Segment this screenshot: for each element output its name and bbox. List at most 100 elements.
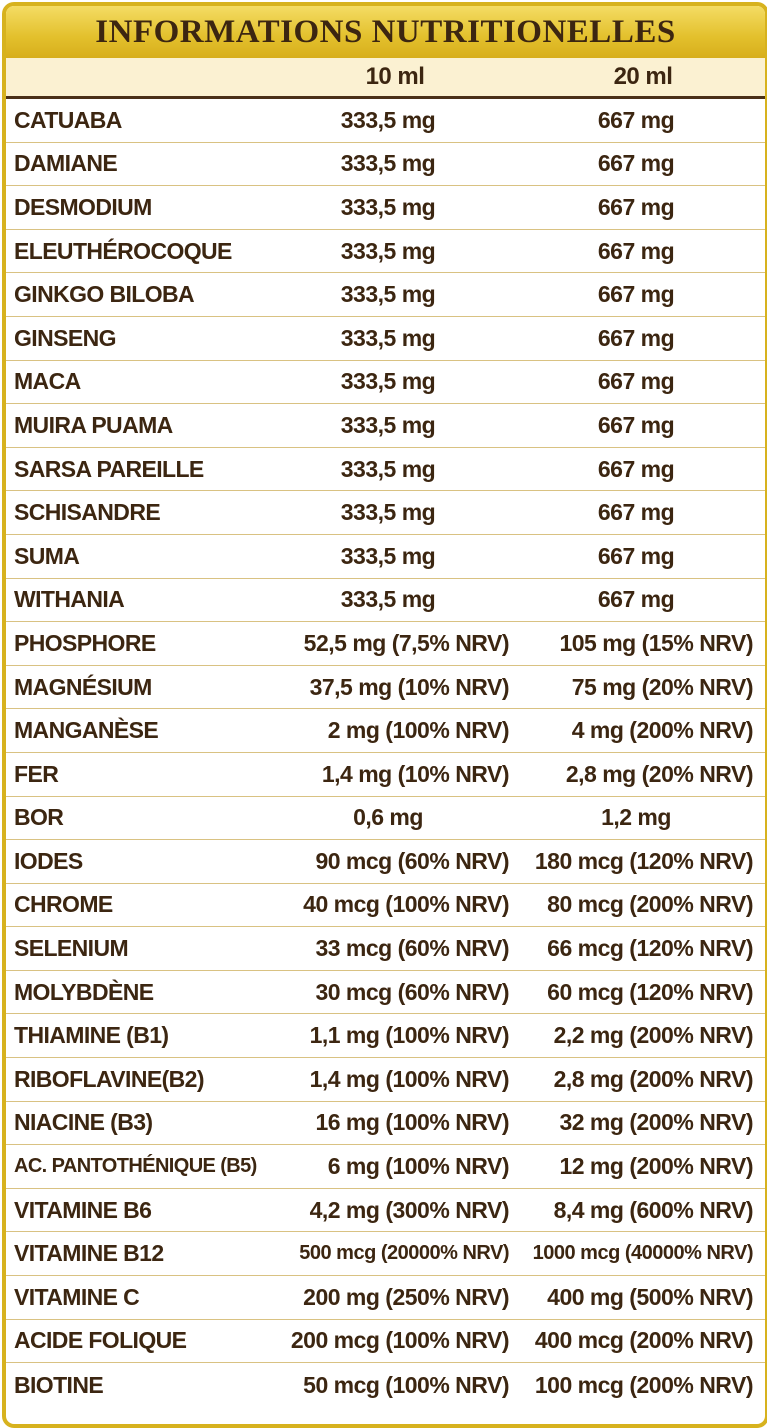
value-10ml: 1,1 mg (100% NRV) bbox=[309, 1022, 510, 1049]
value-20ml: 60 mcg (120% NRV) bbox=[547, 978, 753, 1005]
table-row: BOR 0,6 mg 1,2 mg bbox=[6, 797, 765, 841]
value-10ml: 333,5 mg bbox=[340, 237, 436, 264]
table-row: MUIRA PUAMA 333,5 mg 667 mg bbox=[6, 404, 765, 448]
nutrient-name: THIAMINE (B1) bbox=[14, 1022, 169, 1049]
value-10ml: 333,5 mg bbox=[340, 542, 436, 569]
value-10ml: 2 mg (100% NRV) bbox=[327, 717, 510, 744]
nutrient-name: VITAMINE B12 bbox=[14, 1240, 164, 1267]
nutrient-name: NIACINE (B3) bbox=[14, 1109, 153, 1136]
nutrient-name: IODES bbox=[14, 847, 83, 874]
nutrient-name: GINKGO BILOBA bbox=[14, 281, 195, 308]
value-20ml: 667 mg bbox=[597, 455, 675, 482]
nutrient-name: AC. PANTOTHÉNIQUE (B5) bbox=[14, 1155, 257, 1178]
table-row: NIACINE (B3) 16 mg (100% NRV) 32 mg (200% … bbox=[6, 1102, 765, 1146]
nutrient-name: SUMA bbox=[14, 542, 80, 569]
value-10ml: 50 mcg (100% NRV) bbox=[303, 1371, 509, 1398]
table-row: SUMA 333,5 mg 667 mg bbox=[6, 535, 765, 579]
table-row: DESMODIUM 333,5 mg 667 mg bbox=[6, 186, 765, 230]
nutrient-name: MUIRA PUAMA bbox=[14, 411, 173, 438]
value-20ml: 667 mg bbox=[597, 150, 675, 177]
value-10ml: 333,5 mg bbox=[340, 106, 436, 133]
value-10ml: 4,2 mg (300% NRV) bbox=[309, 1196, 510, 1223]
value-20ml: 667 mg bbox=[597, 193, 675, 220]
table-row: WITHANIA 333,5 mg 667 mg bbox=[6, 579, 765, 623]
table-row: MOLYBDÈNE 30 mcg (60% NRV) 60 mcg (120% NR… bbox=[6, 971, 765, 1015]
table-row: ELEUTHÉROCOQUE 333,5 mg 667 mg bbox=[6, 230, 765, 274]
value-10ml: 40 mcg (100% NRV) bbox=[303, 891, 509, 918]
title-bar: INFORMATIONS NUTRITIONELLES bbox=[6, 6, 765, 58]
nutrient-name: BIOTINE bbox=[14, 1371, 104, 1398]
value-10ml: 333,5 mg bbox=[340, 411, 436, 438]
value-20ml: 400 mcg (200% NRV) bbox=[534, 1327, 754, 1354]
value-10ml: 6 mg (100% NRV) bbox=[327, 1153, 510, 1180]
value-10ml: 333,5 mg bbox=[340, 455, 436, 482]
table-row: VITAMINE C 200 mg (250% NRV) 400 mg (500% … bbox=[6, 1276, 765, 1320]
table-row: THIAMINE (B1) 1,1 mg (100% NRV) 2,2 mg (20… bbox=[6, 1014, 765, 1059]
value-20ml: 2,2 mg (200% NRV) bbox=[553, 1022, 754, 1049]
value-20ml: 180 mcg (120% NRV) bbox=[534, 847, 754, 874]
value-10ml: 1,4 mg (100% NRV) bbox=[309, 1065, 510, 1092]
value-10ml: 52,5 mg (7,5% NRV) bbox=[303, 629, 510, 656]
table-row: MAGNÉSIUM 37,5 mg (10% NRV) 75 mg (20% NRV… bbox=[6, 666, 765, 710]
value-10ml: 500 mcg (20000% NRV) bbox=[299, 1242, 509, 1265]
value-20ml: 75 mg (20% NRV) bbox=[571, 673, 754, 700]
nutrient-name: VITAMINE B6 bbox=[14, 1196, 152, 1223]
nutrient-name: MAGNÉSIUM bbox=[14, 673, 152, 700]
nutrient-name: RIBOFLAVINE(B2) bbox=[14, 1065, 205, 1092]
value-10ml: 333,5 mg bbox=[340, 586, 436, 613]
nutrient-name: CATUABA bbox=[14, 106, 122, 133]
value-10ml: 0,6 mg bbox=[353, 804, 423, 831]
value-20ml: 1,2 mg bbox=[601, 804, 671, 831]
table-row: BIOTINE 50 mcg (100% NRV) 100 mcg (200% NR… bbox=[6, 1363, 765, 1407]
value-20ml: 100 mcg (200% NRV) bbox=[534, 1371, 754, 1398]
value-20ml: 1000 mcg (40000% NRV) bbox=[532, 1242, 754, 1265]
nutrient-name: VITAMINE C bbox=[14, 1283, 140, 1310]
nutrient-name: MANGANÈSE bbox=[14, 717, 159, 744]
value-10ml: 333,5 mg bbox=[340, 150, 436, 177]
value-20ml: 667 mg bbox=[597, 106, 675, 133]
value-20ml: 32 mg (200% NRV) bbox=[559, 1109, 753, 1136]
table-row: SARSA PAREILLE 333,5 mg 667 mg bbox=[6, 448, 765, 492]
value-10ml: 333,5 mg bbox=[340, 368, 436, 395]
nutrient-name: MOLYBDÈNE bbox=[14, 978, 154, 1005]
value-10ml: 200 mg (250% NRV) bbox=[303, 1283, 509, 1310]
nutrient-name: PHOSPHORE bbox=[14, 629, 156, 656]
value-20ml: 400 mg (500% NRV) bbox=[547, 1283, 753, 1310]
value-20ml: 4 mg (200% NRV) bbox=[571, 717, 754, 744]
value-20ml: 667 mg bbox=[597, 237, 675, 264]
table-row: SELENIUM 33 mcg (60% NRV) 66 mcg (120% NRV… bbox=[6, 927, 765, 971]
value-20ml: 80 mcg (200% NRV) bbox=[547, 891, 753, 918]
header-20ml: 20 ml bbox=[613, 63, 673, 90]
nutrient-name: SELENIUM bbox=[14, 935, 129, 962]
table-row: IODES 90 mcg (60% NRV) 180 mcg (120% NRV) bbox=[6, 840, 765, 884]
table-row: SCHISANDRE 333,5 mg 667 mg bbox=[6, 491, 765, 535]
value-10ml: 333,5 mg bbox=[340, 193, 436, 220]
value-20ml: 667 mg bbox=[597, 368, 675, 395]
nutrient-name: SARSA PAREILLE bbox=[14, 455, 204, 482]
table-row: DAMIANE 333,5 mg 667 mg bbox=[6, 143, 765, 187]
value-20ml: 667 mg bbox=[597, 586, 675, 613]
nutrient-name: DESMODIUM bbox=[14, 193, 152, 220]
nutrient-name: SCHISANDRE bbox=[14, 499, 161, 526]
value-10ml: 333,5 mg bbox=[340, 324, 436, 351]
table-row: MACA 333,5 mg 667 mg bbox=[6, 361, 765, 405]
value-20ml: 667 mg bbox=[597, 324, 675, 351]
nutrient-name: DAMIANE bbox=[14, 150, 118, 177]
table-row: GINKGO BILOBA 333,5 mg 667 mg bbox=[6, 273, 765, 317]
table-row: VITAMINE B12 500 mcg (20000% NRV) 1000 mcg… bbox=[6, 1232, 765, 1277]
value-10ml: 37,5 mg (10% NRV) bbox=[309, 673, 510, 700]
value-20ml: 2,8 mg (20% NRV) bbox=[565, 760, 754, 787]
value-20ml: 8,4 mg (600% NRV) bbox=[553, 1196, 754, 1223]
value-10ml: 1,4 mg (10% NRV) bbox=[321, 760, 510, 787]
value-20ml: 12 mg (200% NRV) bbox=[559, 1153, 753, 1180]
table-row: VITAMINE B6 4,2 mg (300% NRV) 8,4 mg (600%… bbox=[6, 1189, 765, 1233]
value-10ml: 333,5 mg bbox=[340, 499, 436, 526]
table-title: INFORMATIONS NUTRITIONELLES bbox=[95, 13, 676, 50]
value-20ml: 667 mg bbox=[597, 542, 675, 569]
value-10ml: 16 mg (100% NRV) bbox=[315, 1109, 509, 1136]
nutrient-name: FER bbox=[14, 760, 59, 787]
table-row: FER 1,4 mg (10% NRV) 2,8 mg (20% NRV) bbox=[6, 753, 765, 797]
column-header-row: 10 ml 20 ml bbox=[6, 58, 765, 99]
table-row: AC. PANTOTHÉNIQUE (B5) 6 mg (100% NRV) 12 … bbox=[6, 1145, 765, 1189]
